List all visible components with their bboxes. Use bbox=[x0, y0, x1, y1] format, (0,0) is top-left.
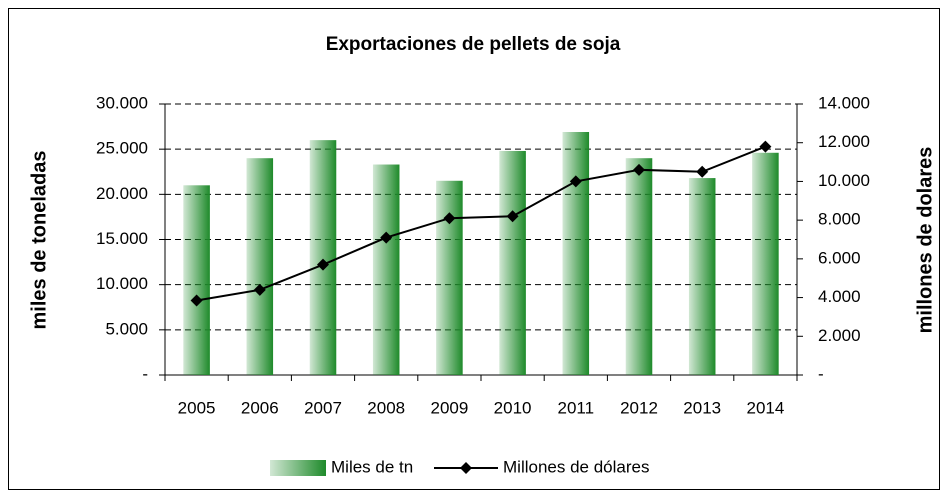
y2-tick-label: 12.000 bbox=[818, 132, 870, 151]
x-tick-label: 2013 bbox=[683, 398, 721, 417]
marker bbox=[569, 175, 582, 188]
bar bbox=[436, 180, 463, 375]
marker bbox=[633, 163, 645, 176]
chart-title: Exportaciones de pellets de soja bbox=[326, 34, 621, 55]
x-tick-label: 2006 bbox=[241, 398, 279, 417]
y-axis-title: miles de toneladas bbox=[28, 151, 50, 330]
y-tick-label: 5.000 bbox=[105, 319, 148, 338]
y2-tick-label: 14.000 bbox=[818, 93, 870, 112]
x-tick-label: 2010 bbox=[494, 398, 532, 417]
bar bbox=[309, 140, 337, 375]
y-tick-label: 25.000 bbox=[96, 139, 148, 158]
x-tick-label: 2012 bbox=[620, 398, 658, 417]
legend-swatch bbox=[270, 460, 326, 476]
x-tick-label: 2007 bbox=[304, 398, 342, 417]
y-tick-label: 10.000 bbox=[96, 274, 148, 293]
legend-label: Miles de tn bbox=[331, 457, 413, 476]
x-tick-label: 2005 bbox=[178, 398, 216, 417]
y-tick-label: 15.000 bbox=[96, 229, 148, 248]
marker bbox=[696, 165, 709, 178]
y2-tick-label: 2.000 bbox=[818, 326, 861, 345]
chart-border bbox=[8, 8, 940, 490]
marker bbox=[317, 258, 329, 271]
bar bbox=[246, 158, 274, 375]
bar bbox=[752, 152, 779, 375]
marker bbox=[506, 210, 519, 223]
x-tick-label: 2011 bbox=[558, 398, 595, 417]
y-tick-label: 20.000 bbox=[96, 184, 148, 203]
x-tick-label: 2009 bbox=[430, 398, 468, 417]
legend-marker bbox=[460, 462, 472, 474]
marker bbox=[759, 140, 772, 153]
marker bbox=[190, 294, 203, 307]
y2-tick-label: 4.000 bbox=[818, 287, 861, 306]
legend-label: Millones de dólares bbox=[503, 457, 649, 476]
y-tick-label: 30.000 bbox=[96, 93, 148, 112]
bar bbox=[372, 164, 400, 375]
x-tick-label: 2014 bbox=[746, 398, 784, 417]
marker bbox=[443, 212, 456, 225]
y2-tick-label: 10.000 bbox=[818, 171, 870, 190]
bar bbox=[183, 185, 210, 375]
y2-axis-title: millones de dolares bbox=[914, 147, 936, 334]
bar bbox=[625, 158, 653, 375]
line bbox=[196, 145, 766, 302]
bar bbox=[688, 178, 716, 375]
y2-tick-label: 6.000 bbox=[818, 248, 861, 267]
y2-tick-label: - bbox=[818, 364, 824, 383]
x-tick-label: 2008 bbox=[367, 398, 405, 417]
marker bbox=[253, 283, 266, 296]
y-tick-label: - bbox=[142, 364, 148, 383]
marker bbox=[380, 231, 393, 244]
y2-tick-label: 8.000 bbox=[818, 210, 861, 229]
bar bbox=[562, 132, 590, 375]
bar bbox=[499, 150, 526, 375]
